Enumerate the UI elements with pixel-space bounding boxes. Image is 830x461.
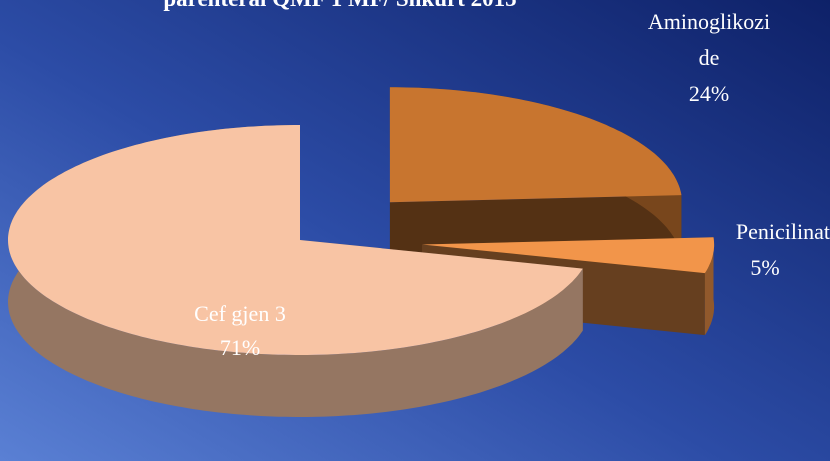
- value-label: 5%: [750, 255, 780, 280]
- slice: [8, 125, 583, 355]
- slice-label: Aminoglikozide: [647, 9, 771, 70]
- slice: [422, 237, 715, 274]
- value-label: 71%: [219, 335, 261, 360]
- slice-label: Penicilinat: [735, 219, 830, 244]
- value-label: 24%: [688, 81, 730, 106]
- slice-wall: [704, 237, 715, 336]
- slice: [389, 87, 682, 203]
- slice-label: Cef gjen 3: [194, 301, 286, 326]
- chart-title: parenteral QMF 1 MF/ Shkurt 2015: [60, 0, 620, 12]
